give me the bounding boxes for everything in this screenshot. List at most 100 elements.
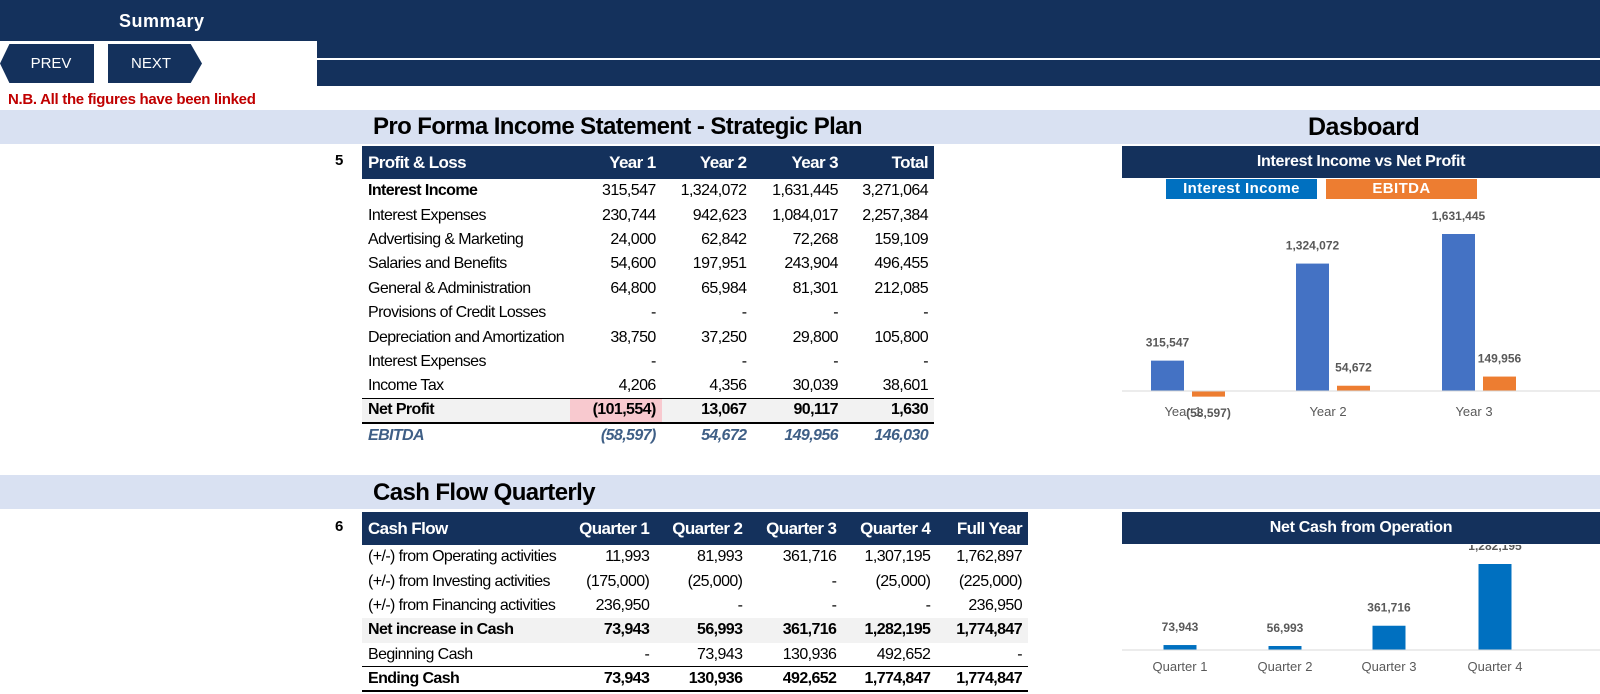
data-label: 315,547 bbox=[1146, 336, 1190, 350]
cell-value[interactable]: - bbox=[923, 352, 928, 370]
income-section-band bbox=[0, 110, 1600, 144]
cell-value[interactable]: 73,943 bbox=[562, 666, 656, 693]
cell-value[interactable]: 13,067 bbox=[661, 398, 753, 424]
bar-ebitda bbox=[1337, 385, 1370, 391]
row-label: Provisions of Credit Losses bbox=[368, 304, 546, 322]
cell-value[interactable]: 54,600 bbox=[610, 255, 656, 273]
cell-value[interactable]: 492,652 bbox=[748, 666, 843, 693]
cell-value[interactable]: 1,282,195 bbox=[842, 618, 937, 643]
cell-value[interactable]: 1,307,195 bbox=[864, 548, 931, 566]
column-header: Quarter 3 bbox=[748, 512, 843, 545]
cell-value[interactable]: - bbox=[833, 352, 838, 370]
cell-value[interactable]: 197,951 bbox=[692, 255, 747, 273]
cell-value[interactable]: 496,455 bbox=[874, 255, 928, 273]
cell-value[interactable]: (25,000) bbox=[687, 572, 743, 590]
cell-value[interactable]: 243,904 bbox=[784, 255, 838, 273]
cell-value[interactable]: 62,842 bbox=[701, 230, 747, 248]
cell-value[interactable]: 1,084,017 bbox=[772, 206, 838, 224]
cell-value[interactable]: 942,623 bbox=[692, 206, 747, 224]
cell-value[interactable]: 1,774,847 bbox=[936, 666, 1028, 693]
cell-value[interactable]: - bbox=[741, 352, 747, 370]
cell-value[interactable]: 29,800 bbox=[792, 328, 839, 346]
cell-value[interactable]: 212,085 bbox=[874, 279, 928, 297]
cell-value[interactable]: 2,257,384 bbox=[862, 206, 928, 224]
cell-value[interactable]: 1,324,072 bbox=[680, 182, 747, 200]
data-label: 1,324,072 bbox=[1286, 239, 1340, 253]
header-band bbox=[317, 41, 1600, 58]
cell-value[interactable]: 105,800 bbox=[874, 328, 928, 346]
cell-value[interactable]: 149,956 bbox=[784, 426, 838, 444]
cell-value[interactable]: 90,117 bbox=[752, 398, 844, 424]
cell-value[interactable]: 361,716 bbox=[782, 548, 837, 566]
cell-value[interactable]: 236,950 bbox=[968, 596, 1022, 614]
cell-value[interactable]: - bbox=[644, 645, 650, 663]
sheet-title: Summary bbox=[119, 11, 205, 31]
cell-value[interactable]: 38,750 bbox=[610, 328, 656, 346]
bar-interest-income bbox=[1296, 263, 1329, 391]
cell-value[interactable]: (101,554) bbox=[570, 398, 662, 424]
cell-value[interactable]: 236,950 bbox=[595, 596, 650, 614]
cell-value[interactable]: 4,206 bbox=[618, 377, 657, 395]
cell-value[interactable]: - bbox=[925, 596, 931, 614]
column-header: Quarter 2 bbox=[655, 512, 749, 545]
cell-value[interactable]: 159,109 bbox=[874, 230, 928, 248]
cell-value[interactable]: - bbox=[831, 572, 837, 590]
table-row: Depreciation and Amortization 38,750 37,25… bbox=[362, 325, 934, 349]
cell-value[interactable]: 1,774,847 bbox=[936, 618, 1028, 643]
cell-value[interactable]: - bbox=[831, 596, 837, 614]
cell-value[interactable]: 11,993 bbox=[605, 548, 650, 566]
cell-value[interactable]: 1,630 bbox=[843, 398, 934, 424]
cell-value[interactable]: 24,000 bbox=[610, 230, 656, 248]
cell-value[interactable]: - bbox=[650, 352, 656, 370]
cell-value[interactable]: 130,936 bbox=[782, 645, 837, 663]
cell-value[interactable]: 81,301 bbox=[792, 279, 839, 297]
cell-value[interactable]: 64,800 bbox=[610, 279, 656, 297]
cash-flow-table: Cash Flow Quarter 1 Quarter 2 Quarter 3 … bbox=[362, 512, 1028, 693]
cell-value[interactable]: 30,039 bbox=[792, 377, 839, 395]
cell-value[interactable]: - bbox=[923, 304, 928, 322]
row-label: Salaries and Benefits bbox=[368, 255, 507, 273]
cell-value[interactable]: 1,762,897 bbox=[956, 548, 1022, 566]
cell-value[interactable]: 37,250 bbox=[701, 328, 747, 346]
data-label: 1,631,445 bbox=[1432, 209, 1486, 223]
cell-value[interactable]: 54,672 bbox=[701, 426, 747, 444]
cell-value[interactable]: 130,936 bbox=[655, 666, 749, 693]
cell-value[interactable]: 38,601 bbox=[882, 377, 929, 395]
cell-value[interactable]: 73,943 bbox=[562, 618, 656, 643]
row-label: Beginning Cash bbox=[368, 645, 473, 663]
cell-value[interactable]: (58,597) bbox=[600, 426, 656, 444]
prev-button[interactable]: PREV bbox=[0, 44, 94, 83]
next-button[interactable]: NEXT bbox=[108, 44, 202, 83]
category-label: Year 1 bbox=[1164, 404, 1201, 419]
cell-value[interactable]: 73,943 bbox=[697, 645, 743, 663]
data-label: 361,716 bbox=[1367, 601, 1411, 615]
cell-value[interactable]: - bbox=[833, 304, 838, 322]
cashflow-section-band bbox=[0, 475, 1600, 509]
cell-value[interactable]: - bbox=[737, 596, 743, 614]
row-label: Interest Income bbox=[368, 182, 478, 200]
cell-value[interactable]: 81,993 bbox=[697, 548, 743, 566]
cell-value[interactable]: (175,000) bbox=[586, 572, 650, 590]
cell-value[interactable]: 4,356 bbox=[709, 377, 747, 395]
category-label: Year 2 bbox=[1309, 404, 1346, 419]
cell-value[interactable]: (25,000) bbox=[875, 572, 931, 590]
row-label: Net Profit bbox=[362, 398, 571, 424]
column-header: Total bbox=[843, 146, 934, 179]
cell-value[interactable]: 56,993 bbox=[655, 618, 749, 643]
cell-value[interactable]: 230,744 bbox=[602, 206, 656, 224]
row-label: EBITDA bbox=[368, 426, 425, 444]
cell-value[interactable]: 3,271,064 bbox=[862, 182, 928, 200]
cell-value[interactable]: 361,716 bbox=[748, 618, 843, 643]
cell-value[interactable]: 315,547 bbox=[602, 182, 656, 200]
cell-value[interactable]: - bbox=[650, 304, 656, 322]
cell-value[interactable]: 65,984 bbox=[701, 279, 747, 297]
cell-value[interactable]: - bbox=[1017, 645, 1022, 663]
cell-value[interactable]: 492,652 bbox=[876, 645, 931, 663]
cell-value[interactable]: 1,774,847 bbox=[842, 666, 937, 693]
cell-value[interactable]: 72,268 bbox=[792, 230, 839, 248]
table-row: Interest Expenses 230,744 942,623 1,084,017… bbox=[362, 203, 934, 227]
cell-value[interactable]: (225,000) bbox=[958, 572, 1023, 590]
cell-value[interactable]: - bbox=[741, 304, 747, 322]
cell-value[interactable]: 146,030 bbox=[874, 426, 928, 444]
cell-value[interactable]: 1,631,445 bbox=[772, 182, 838, 200]
